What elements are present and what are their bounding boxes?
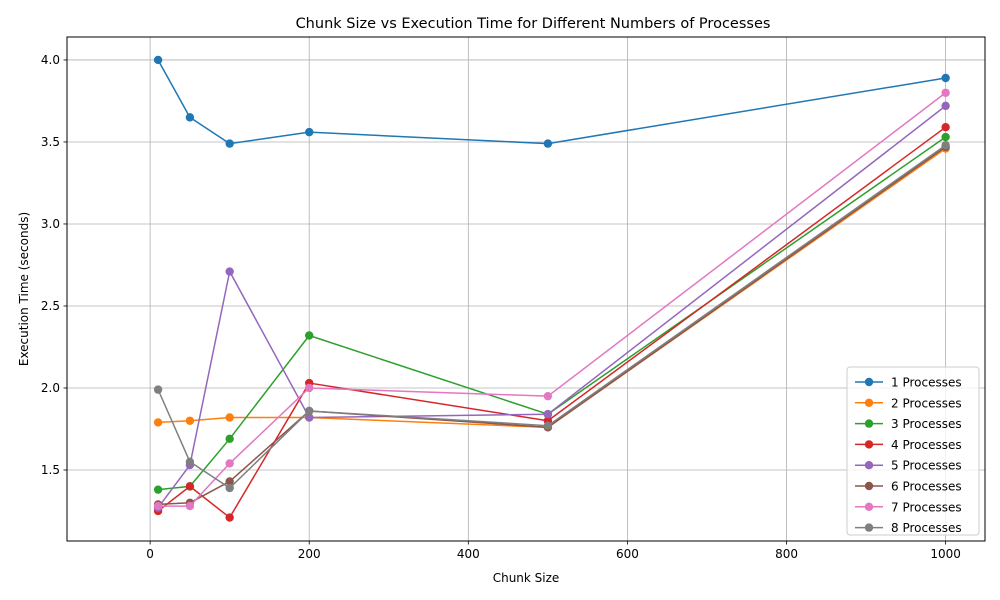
plot-frame — [66, 36, 986, 542]
legend-marker — [864, 398, 874, 407]
data-point — [941, 101, 950, 111]
series-3 — [153, 132, 950, 494]
data-point — [185, 482, 195, 491]
series-line — [157, 144, 947, 489]
chart-title: Chunk Size vs Execution Time for Differe… — [296, 16, 771, 32]
legend-marker — [864, 440, 874, 449]
legend-label: 3 Processes — [891, 417, 962, 431]
y-tick-label: 3.5 — [41, 135, 60, 149]
data-point — [225, 434, 234, 444]
legend-marker — [864, 481, 874, 491]
series-line — [158, 136, 947, 491]
grid — [67, 37, 985, 541]
legend-label: 5 Processes — [891, 459, 962, 473]
legend-item: 7 Processes — [855, 500, 962, 514]
x-tick-label: 800 — [775, 547, 798, 561]
data-point — [543, 410, 553, 419]
data-point — [185, 113, 195, 122]
legend-marker — [864, 419, 874, 428]
legend-item: 6 Processes — [855, 480, 962, 494]
legend-marker — [864, 461, 874, 470]
series-5 — [153, 101, 950, 512]
data-point — [305, 406, 314, 416]
legend-item: 8 Processes — [855, 521, 962, 535]
y-tick-label: 4.0 — [41, 53, 60, 67]
series-1 — [153, 55, 950, 148]
y-axis-label: Execution Time (seconds) — [17, 212, 31, 366]
data-point — [543, 139, 553, 148]
legend-marker — [864, 502, 874, 511]
y-tick-label: 2.0 — [41, 381, 60, 395]
x-tick-label: 400 — [457, 547, 480, 561]
x-tick-label: 200 — [298, 547, 321, 561]
data-point — [225, 477, 234, 486]
series-line — [158, 146, 947, 506]
x-tick-label: 600 — [616, 547, 639, 561]
data-point — [185, 457, 195, 466]
legend: 1 Processes 2 Processes 3 Processes 4 Proce… — [846, 366, 980, 536]
data-point — [225, 267, 234, 276]
data-point — [941, 88, 950, 97]
data-point — [941, 141, 950, 150]
data-point — [305, 331, 314, 340]
legend-label: 2 Processes — [891, 396, 962, 410]
data-point — [543, 391, 553, 401]
legend-box — [846, 366, 980, 536]
data-point — [543, 421, 553, 430]
data-point — [225, 459, 234, 468]
legend-item: 4 Processes — [855, 438, 962, 452]
series-2 — [153, 144, 950, 432]
legend-label: 6 Processes — [891, 480, 962, 494]
series-8 — [153, 141, 950, 493]
y-tick-label: 3.0 — [41, 217, 60, 231]
legend-item: 5 Processes — [855, 459, 962, 473]
legend-label: 8 Processes — [891, 521, 962, 535]
series-line — [157, 126, 947, 519]
x-axis-label: Chunk Size — [493, 571, 560, 585]
data-point — [305, 383, 314, 393]
data-point — [185, 416, 195, 425]
data-point — [153, 485, 163, 494]
data-point — [225, 513, 234, 522]
legend-item: 3 Processes — [855, 417, 962, 431]
data-point — [225, 139, 234, 148]
data-point — [305, 127, 314, 137]
x-axis-ticks: 0 200 400 600 800 1000 — [146, 541, 961, 561]
data-point — [941, 73, 950, 83]
x-tick-label: 1000 — [930, 547, 961, 561]
series-layer — [153, 55, 950, 522]
series-line — [158, 147, 947, 429]
data-point — [941, 132, 950, 142]
legend-label: 1 Processes — [891, 376, 962, 390]
data-point — [941, 123, 950, 132]
data-point — [153, 501, 163, 511]
series-4 — [153, 123, 950, 522]
series-line — [157, 59, 946, 145]
legend-item: 2 Processes — [855, 396, 962, 410]
data-point — [305, 413, 314, 422]
y-axis-ticks: 1.5 2.0 2.5 3.0 3.5 4.0 — [41, 53, 67, 477]
legend-marker — [864, 523, 874, 532]
data-point — [153, 418, 163, 427]
series-6 — [153, 142, 950, 509]
legend-marker — [864, 377, 874, 387]
series-7 — [153, 88, 950, 511]
series-line — [157, 105, 947, 509]
data-point — [225, 413, 234, 422]
data-point — [153, 55, 163, 65]
data-point — [185, 501, 195, 511]
data-point — [225, 483, 234, 493]
x-tick-label: 0 — [146, 547, 154, 561]
legend-label: 4 Processes — [891, 438, 962, 452]
legend-item: 1 Processes — [855, 376, 962, 390]
y-tick-label: 1.5 — [41, 463, 60, 477]
legend-label: 7 Processes — [891, 500, 962, 514]
y-tick-label: 2.5 — [41, 299, 60, 313]
series-line — [158, 92, 947, 507]
data-point — [153, 385, 163, 394]
